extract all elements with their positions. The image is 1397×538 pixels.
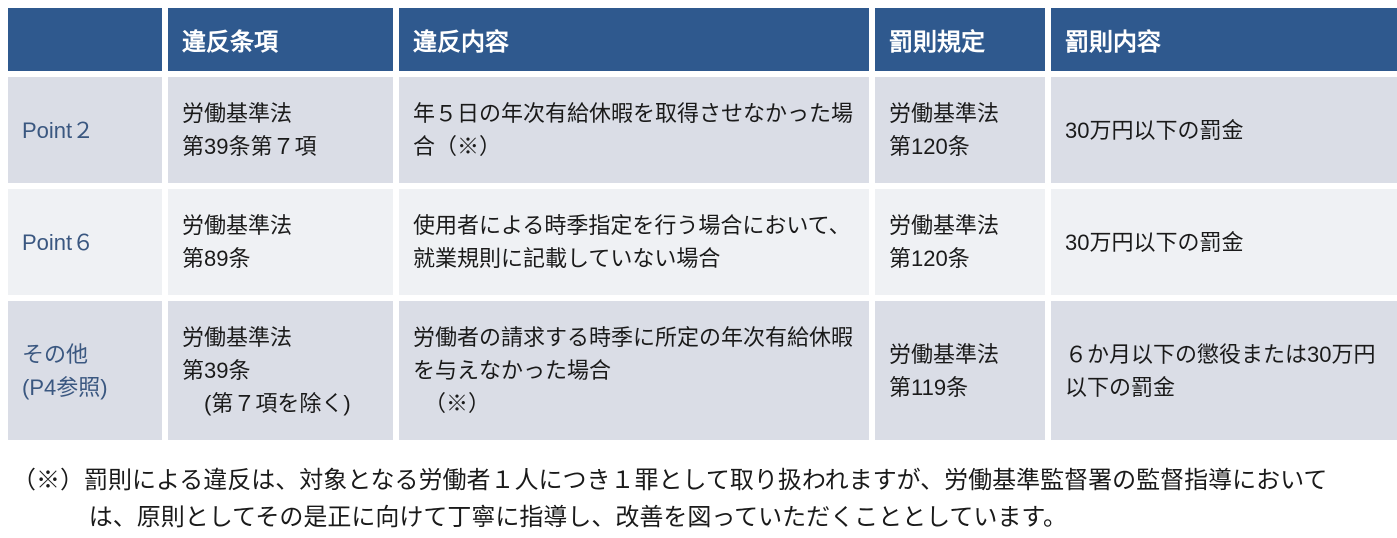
col-header-violation: 違反内容 — [399, 8, 869, 71]
cell-penalty: 30万円以下の罰金 — [1051, 189, 1397, 295]
col-header-penalty: 罰則内容 — [1051, 8, 1397, 71]
cell-point: Point６ — [8, 189, 162, 295]
cell-violation: 使用者による時季指定を行う場合において、就業規則に記載していない場合 — [399, 189, 869, 295]
cell-point: Point２ — [8, 77, 162, 183]
cell-rule: 労働基準法第120条 — [875, 77, 1045, 183]
col-header-rule: 罰則規定 — [875, 8, 1045, 71]
table-row: Point２ 労働基準法第39条第７項 年５日の年次有給休暇を取得させなかった場… — [8, 77, 1397, 183]
cell-clause: 労働基準法第39条 (第７項を除く) — [168, 301, 393, 440]
cell-rule: 労働基準法第119条 — [875, 301, 1045, 440]
footnote-text: （※）罰則による違反は、対象となる労働者１人につき１罪として取り扱われますが、労… — [12, 462, 1365, 536]
cell-violation: 労働者の請求する時季に所定の年次有給休暇を与えなかった場合 （※） — [399, 301, 869, 440]
cell-point: その他(P4参照) — [8, 301, 162, 440]
cell-clause: 労働基準法第89条 — [168, 189, 393, 295]
cell-rule: 労働基準法第120条 — [875, 189, 1045, 295]
cell-clause: 労働基準法第39条第７項 — [168, 77, 393, 183]
penalty-table: 違反条項 違反内容 罰則規定 罰則内容 Point２ 労働基準法第39条第７項 … — [2, 2, 1397, 446]
footnote: （※）罰則による違反は、対象となる労働者１人につき１罪として取り扱われますが、労… — [2, 462, 1395, 536]
cell-penalty: 30万円以下の罰金 — [1051, 77, 1397, 183]
table-body: Point２ 労働基準法第39条第７項 年５日の年次有給休暇を取得させなかった場… — [8, 77, 1397, 440]
cell-violation: 年５日の年次有給休暇を取得させなかった場合（※） — [399, 77, 869, 183]
cell-penalty: ６か月以下の懲役または30万円以下の罰金 — [1051, 301, 1397, 440]
col-header-clause: 違反条項 — [168, 8, 393, 71]
table-row: Point６ 労働基準法第89条 使用者による時季指定を行う場合において、就業規… — [8, 189, 1397, 295]
table-header-row: 違反条項 違反内容 罰則規定 罰則内容 — [8, 8, 1397, 71]
col-header-point — [8, 8, 162, 71]
table-row: その他(P4参照) 労働基準法第39条 (第７項を除く) 労働者の請求する時季に… — [8, 301, 1397, 440]
